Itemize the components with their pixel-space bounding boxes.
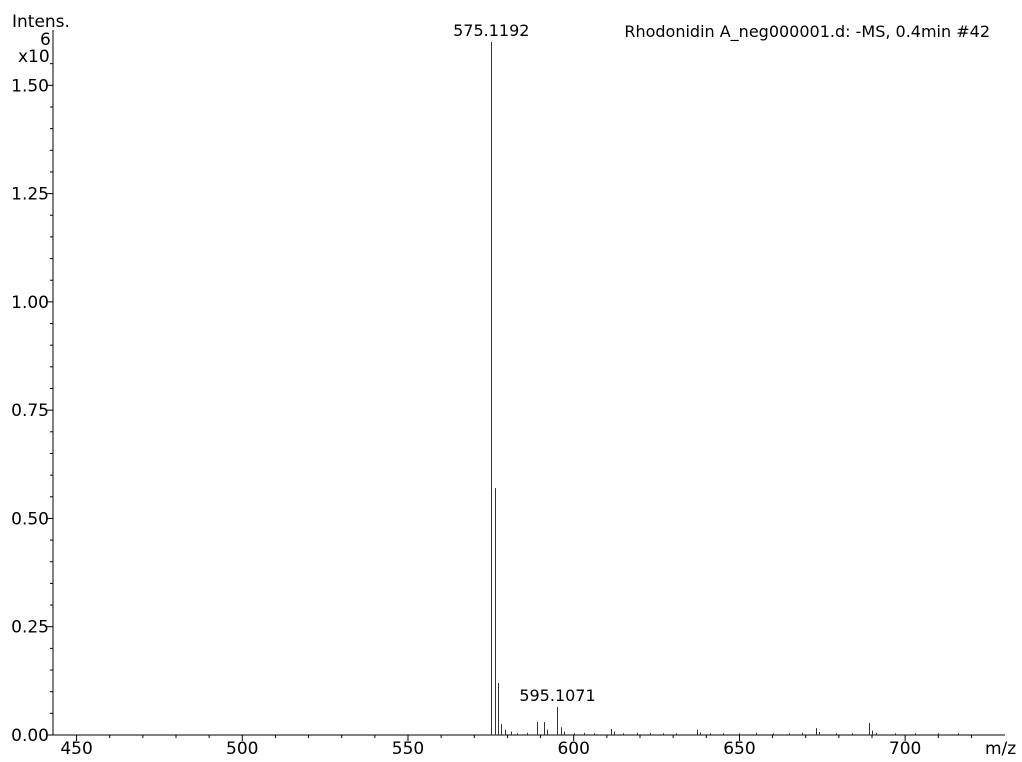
y-axis-label: Intens.: [12, 12, 70, 32]
x-tick-label: 550: [392, 739, 424, 759]
y-tick-label: 1.25: [11, 185, 49, 205]
x-axis-label: m/z: [985, 739, 1016, 759]
x-tick-label: 500: [226, 739, 258, 759]
x-tick-label: 600: [557, 739, 589, 759]
y-unit-exponent: 6: [40, 30, 51, 50]
chart-title: Rhodonidin A_neg000001.d: -MS, 0.4min #4…: [624, 22, 990, 42]
x-tick-label: 650: [723, 739, 755, 759]
y-tick-label: 0.50: [11, 509, 49, 529]
y-tick-label: 0.25: [11, 618, 49, 638]
peaks-group: [491, 42, 959, 735]
peak-label: 575.1192: [453, 21, 529, 40]
peak-labels-group: 575.1192 595.1071: [453, 21, 596, 705]
y-ticks-group: 0.00 0.25 0.50 0.75 1.00 1.25 1.50: [11, 63, 53, 746]
y-unit-multiplier: x10: [18, 47, 50, 67]
x-tick-label: 450: [60, 739, 92, 759]
peak-label: 595.1071: [519, 686, 595, 705]
x-ticks-group: 450 500 550 600 650 700: [60, 735, 972, 759]
y-tick-label: 1.00: [11, 293, 49, 313]
y-tick-label: 0.75: [11, 401, 49, 421]
y-tick-label: 0.00: [11, 726, 49, 746]
x-tick-label: 700: [889, 739, 921, 759]
y-tick-label: 1.50: [11, 76, 49, 96]
